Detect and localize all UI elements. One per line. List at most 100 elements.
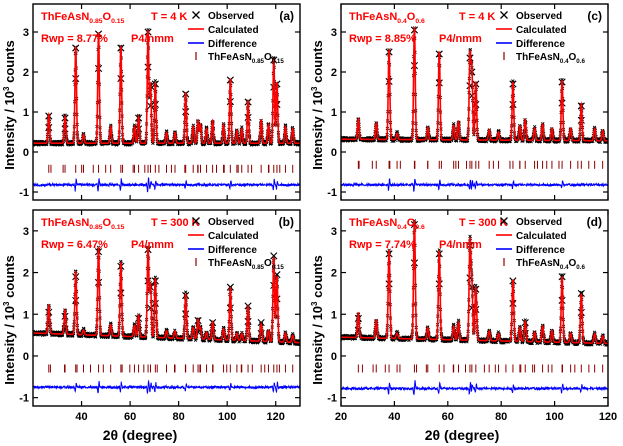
calculated-series — [33, 245, 300, 344]
difference-series — [341, 380, 608, 396]
y-tick-label: 2 — [23, 67, 29, 79]
plot-area — [33, 27, 300, 193]
observed-peak-marker — [558, 296, 566, 304]
y-tick-label: -1 — [19, 187, 29, 199]
x-tick-label: 120 — [267, 411, 285, 423]
rwp-label: Rwp = 8.85% — [349, 33, 416, 45]
temperature-label: T = 4 K — [459, 11, 495, 23]
legend-calculated: Calculated — [516, 25, 567, 36]
y-axis-title-right-lower: Intensity / 103 counts — [310, 255, 325, 384]
observed-peak-marker — [577, 308, 585, 317]
plot-frame — [340, 3, 609, 201]
y-tick-label: 0 — [23, 351, 29, 363]
y-tick-label: 3 — [23, 27, 29, 39]
panel-label: (a) — [279, 9, 294, 23]
legend-calculated: Calculated — [516, 231, 567, 242]
y-tick-label: 1 — [331, 309, 337, 321]
observed-peak-marker — [410, 259, 419, 267]
plot-area — [341, 219, 608, 396]
observed-peak-marker — [472, 100, 480, 109]
legend-observed-marker — [192, 217, 200, 225]
y-tick-label: 2 — [23, 268, 29, 280]
space-group-label: P4/nmm — [131, 239, 174, 251]
rwp-label: Rwp = 6.47% — [41, 239, 108, 251]
x-tick-label: 60 — [124, 411, 136, 423]
legend-difference: Difference — [208, 39, 257, 50]
rwp-label: Rwp = 7.74% — [349, 239, 416, 251]
x-tick-label: 40 — [388, 411, 400, 423]
legend-observed-marker — [192, 11, 200, 19]
observed-peak-marker — [45, 123, 53, 132]
legend-calculated: Calculated — [208, 25, 259, 36]
x-tick-label: 60 — [442, 411, 454, 423]
observed-peak-marker — [577, 289, 585, 297]
plot-area — [33, 245, 300, 394]
observed-peak-marker — [257, 329, 265, 338]
x-tick-label: 20 — [335, 411, 347, 423]
panel-d: -1 0 1 2 3 20 40 60 80 100 120 ThFeAsN0.4O0.6 T = 30… — [327, 209, 617, 423]
y-tick-label: -1 — [327, 187, 337, 199]
panel-label: (d) — [587, 215, 602, 229]
legend-observed: Observed — [208, 11, 254, 22]
legend-phase: ThFeAsN0.85O0.15 — [208, 52, 284, 65]
observed-series — [341, 26, 608, 145]
calculated-series — [33, 29, 300, 145]
bragg-ticks — [48, 164, 294, 173]
y-tick-label: 1 — [331, 107, 337, 119]
legend-observed: Observed — [208, 217, 254, 228]
legend-phase: ThFeAsN0.4O0.6 — [516, 258, 585, 271]
legend-difference: Difference — [208, 245, 257, 256]
compound-label: ThFeAsN0.4O0.6 — [349, 11, 425, 25]
plot-frame — [32, 3, 301, 201]
panel-c: -1 0 1 2 3 ThFeAsN0.4O0.6 T = 4 K Rwp = 8.85% P4… — [327, 3, 609, 201]
space-group-label: P4/nmm — [131, 33, 174, 45]
x-axis-title-right: 2θ (degree) — [425, 427, 500, 443]
y-tick-label: -1 — [19, 393, 29, 405]
observed-peak-marker — [472, 305, 480, 314]
legend-observed-marker — [500, 217, 508, 225]
observed-peak-marker — [509, 299, 517, 308]
y-tick-label: -1 — [327, 393, 337, 405]
legend-observed-marker — [500, 11, 508, 19]
observed-peak-marker — [72, 296, 80, 304]
observed-peak-marker — [61, 125, 69, 133]
compound-label: ThFeAsN0.85O0.15 — [41, 217, 125, 231]
panel-a: -1 0 1 2 3 ThFeAsN0.85O0.15 T = 4 K Rwp = 8.77%… — [19, 3, 301, 201]
observed-peak-marker — [151, 299, 159, 308]
plot-area — [341, 26, 608, 192]
bragg-ticks — [48, 364, 294, 373]
observed-peak-marker — [270, 252, 278, 260]
temperature-label: T = 4 K — [151, 11, 187, 23]
y-tick-label: 3 — [331, 27, 337, 39]
y-tick-label: 2 — [331, 67, 337, 79]
calculated-series — [341, 27, 608, 142]
legend-observed: Observed — [516, 11, 562, 22]
panel-label: (c) — [587, 9, 602, 23]
y-tick-label: 0 — [331, 351, 337, 363]
y-axis-title-right: Intensity / 103 counts — [310, 40, 325, 169]
observed-peak-marker — [244, 317, 252, 326]
space-group-label: P4/nmm — [439, 239, 482, 251]
space-group-label: P4/nmm — [439, 33, 482, 45]
observed-peak-marker — [435, 280, 443, 288]
x-tick-label: 80 — [173, 411, 185, 423]
observed-peak-marker — [468, 304, 476, 312]
plot-frame — [340, 209, 609, 407]
x-tick-label: 100 — [545, 411, 563, 423]
compound-label: ThFeAsN0.85O0.15 — [41, 11, 125, 25]
y-axis-title-left-lower: Intensity / 103 counts — [2, 255, 17, 384]
y-tick-label: 2 — [331, 268, 337, 280]
compound-label: ThFeAsN0.4O0.6 — [349, 217, 425, 231]
observed-peak-marker — [94, 278, 103, 286]
y-tick-label: 0 — [23, 147, 29, 159]
y-tick-label: 0 — [331, 147, 337, 159]
temperature-label: T = 300 K — [459, 217, 508, 229]
legend-phase: ThFeAsN0.85O0.15 — [208, 258, 284, 271]
legend-difference: Difference — [516, 245, 565, 256]
difference-series — [33, 177, 300, 193]
y-tick-label: 1 — [23, 309, 29, 321]
y-tick-label: 3 — [331, 226, 337, 238]
x-tick-label: 80 — [495, 411, 507, 423]
temperature-label: T = 300 K — [151, 217, 200, 229]
legend-observed: Observed — [516, 217, 562, 228]
